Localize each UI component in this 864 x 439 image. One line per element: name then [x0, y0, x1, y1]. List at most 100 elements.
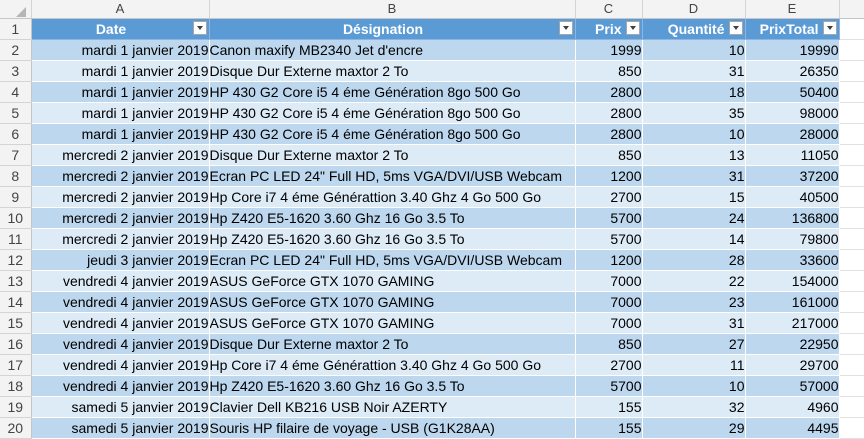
cell-prix-total[interactable]: 22950 [745, 333, 840, 355]
cell-date[interactable]: mercredi 2 janvier 2019 [31, 144, 210, 166]
filter-dropdown-icon[interactable] [192, 21, 207, 35]
cell-prix[interactable]: 5700 [575, 375, 643, 397]
cell-date[interactable]: mardi 1 janvier 2019 [31, 39, 210, 61]
cell-date[interactable]: vendredi 4 janvier 2019 [31, 291, 210, 313]
cell-designation[interactable]: Souris HP filaire de voyage - USB (G1K28… [209, 417, 576, 439]
cell-designation[interactable]: Hp Core i7 4 éme Générattion 3.40 Ghz 4 … [209, 354, 576, 376]
column-header-d[interactable]: D [642, 0, 746, 19]
cell-date[interactable]: mardi 1 janvier 2019 [31, 102, 210, 124]
cell-date[interactable]: mardi 1 janvier 2019 [31, 60, 210, 82]
cell-designation[interactable]: Clavier Dell KB216 USB Noir AZERTY [209, 396, 576, 418]
empty-cell[interactable] [839, 60, 864, 82]
empty-cell[interactable] [839, 144, 864, 166]
cell-prix-total[interactable]: 136800 [745, 207, 840, 229]
row-number[interactable]: 16 [0, 333, 32, 355]
row-number[interactable]: 9 [0, 186, 32, 208]
cell-quantite[interactable]: 29 [642, 417, 746, 439]
cell-quantite[interactable]: 22 [642, 270, 746, 292]
cell-designation[interactable]: HP 430 G2 Core i5 4 éme Génération 8go 5… [209, 102, 576, 124]
header-cell-prix[interactable]: Prix [575, 18, 643, 40]
header-cell-date[interactable]: Date [31, 18, 210, 40]
cell-prix-total[interactable]: 40500 [745, 186, 840, 208]
cell-date[interactable]: mercredi 2 janvier 2019 [31, 207, 210, 229]
column-header-b[interactable]: B [209, 0, 576, 19]
cell-quantite[interactable]: 28 [642, 249, 746, 271]
cell-quantite[interactable]: 14 [642, 228, 746, 250]
row-number[interactable]: 13 [0, 270, 32, 292]
cell-quantite[interactable]: 23 [642, 291, 746, 313]
cell-prix[interactable]: 155 [575, 396, 643, 418]
cell-date[interactable]: vendredi 4 janvier 2019 [31, 312, 210, 334]
empty-cell[interactable] [839, 354, 864, 376]
cell-date[interactable]: samedi 5 janvier 2019 [31, 417, 210, 439]
row-number[interactable]: 3 [0, 60, 32, 82]
row-number[interactable]: 1 [0, 18, 32, 40]
cell-designation[interactable]: HP 430 G2 Core i5 4 éme Génération 8go 5… [209, 123, 576, 145]
cell-quantite[interactable]: 27 [642, 333, 746, 355]
cell-quantite[interactable]: 10 [642, 375, 746, 397]
cell-designation[interactable]: ASUS GeForce GTX 1070 GAMING [209, 312, 576, 334]
cell-prix-total[interactable]: 19990 [745, 39, 840, 61]
empty-cell[interactable] [839, 81, 864, 103]
cell-quantite[interactable]: 10 [642, 123, 746, 145]
row-number[interactable]: 10 [0, 207, 32, 229]
cell-prix-total[interactable]: 161000 [745, 291, 840, 313]
cell-designation[interactable]: Disque Dur Externe maxtor 2 To [209, 60, 576, 82]
cell-prix[interactable]: 7000 [575, 270, 643, 292]
cell-prix[interactable]: 850 [575, 60, 643, 82]
cell-quantite[interactable]: 31 [642, 165, 746, 187]
empty-cell[interactable] [839, 396, 864, 418]
cell-prix[interactable]: 2800 [575, 81, 643, 103]
empty-cell[interactable] [839, 270, 864, 292]
cell-quantite[interactable]: 13 [642, 144, 746, 166]
cell-prix[interactable]: 2800 [575, 123, 643, 145]
cell-designation[interactable]: Ecran PC LED 24" Full HD, 5ms VGA/DVI/US… [209, 249, 576, 271]
empty-cell[interactable] [839, 228, 864, 250]
cell-prix-total[interactable]: 98000 [745, 102, 840, 124]
cell-designation[interactable]: Hp Z420 E5-1620 3.60 Ghz 16 Go 3.5 To [209, 228, 576, 250]
cell-prix[interactable]: 7000 [575, 291, 643, 313]
cell-quantite[interactable]: 15 [642, 186, 746, 208]
row-number[interactable]: 20 [0, 417, 32, 439]
column-header-a[interactable]: A [31, 0, 210, 19]
empty-cell[interactable] [839, 375, 864, 397]
column-header-c[interactable]: C [575, 0, 643, 19]
row-number[interactable]: 7 [0, 144, 32, 166]
filter-dropdown-icon[interactable] [625, 21, 640, 35]
row-number[interactable]: 8 [0, 165, 32, 187]
header-cell-quantite[interactable]: Quantité [642, 18, 746, 40]
column-header-e[interactable]: E [745, 0, 840, 19]
row-number[interactable]: 12 [0, 249, 32, 271]
empty-cell[interactable] [839, 165, 864, 187]
cell-prix[interactable]: 2700 [575, 186, 643, 208]
cell-designation[interactable]: Hp Z420 E5-1620 3.60 Ghz 16 Go 3.5 To [209, 375, 576, 397]
cell-date[interactable]: mercredi 2 janvier 2019 [31, 186, 210, 208]
row-number[interactable]: 19 [0, 396, 32, 418]
empty-cell[interactable] [839, 123, 864, 145]
empty-cell[interactable] [839, 18, 864, 40]
empty-cell[interactable] [839, 39, 864, 61]
cell-prix-total[interactable]: 26350 [745, 60, 840, 82]
cell-date[interactable]: vendredi 4 janvier 2019 [31, 333, 210, 355]
row-number[interactable]: 2 [0, 39, 32, 61]
header-cell-designation[interactable]: Désignation [209, 18, 576, 40]
cell-date[interactable]: samedi 5 janvier 2019 [31, 396, 210, 418]
cell-prix-total[interactable]: 28000 [745, 123, 840, 145]
select-all-corner[interactable] [0, 0, 32, 19]
filter-dropdown-icon[interactable] [728, 21, 743, 35]
row-number[interactable]: 14 [0, 291, 32, 313]
cell-designation[interactable]: HP 430 G2 Core i5 4 éme Génération 8go 5… [209, 81, 576, 103]
row-number[interactable]: 18 [0, 375, 32, 397]
cell-prix-total[interactable]: 4960 [745, 396, 840, 418]
cell-quantite[interactable]: 32 [642, 396, 746, 418]
cell-prix[interactable]: 1200 [575, 165, 643, 187]
cell-prix-total[interactable]: 4495 [745, 417, 840, 439]
empty-cell[interactable] [839, 312, 864, 334]
filter-dropdown-icon[interactable] [822, 21, 837, 35]
cell-quantite[interactable]: 10 [642, 39, 746, 61]
cell-quantite[interactable]: 35 [642, 102, 746, 124]
cell-quantite[interactable]: 31 [642, 312, 746, 334]
cell-prix-total[interactable]: 217000 [745, 312, 840, 334]
empty-cell[interactable] [839, 291, 864, 313]
cell-prix[interactable]: 155 [575, 417, 643, 439]
